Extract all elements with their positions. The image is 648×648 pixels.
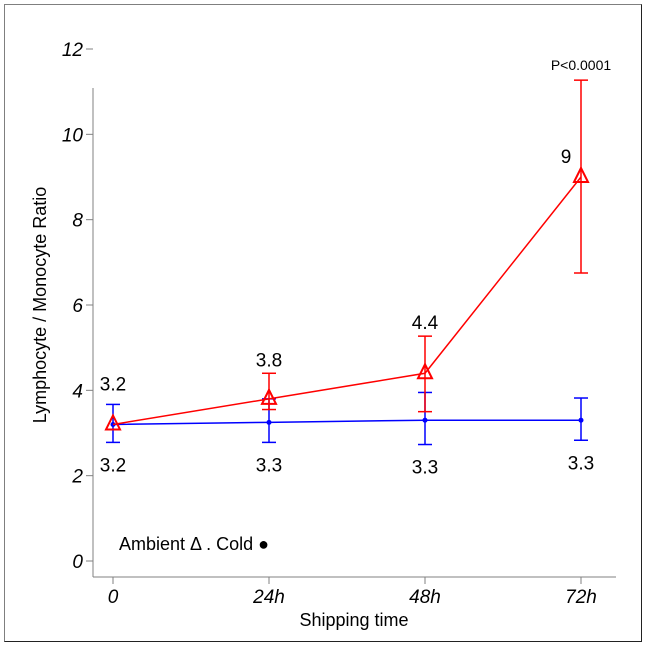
figure-frame: [4, 4, 642, 642]
series-line-cold: [112, 419, 581, 426]
y-axis-label: Lymphocyte / Monocyte Ratio: [30, 187, 50, 423]
y-tick-label: 8: [72, 211, 83, 232]
data-point-triangle: [260, 387, 278, 405]
data-point-dot: [422, 417, 428, 423]
series-layer: [104, 79, 590, 446]
y-tick-label: 12: [62, 40, 84, 61]
data-point-triangle: [572, 165, 590, 183]
x-tick-label: 0: [108, 587, 119, 608]
data-label: 3.3: [568, 453, 594, 474]
data-label: 3.8: [256, 350, 282, 371]
y-tick-label: 6: [72, 296, 83, 317]
data-point-dot: [266, 419, 272, 425]
x-tick-label: 48h: [409, 587, 441, 608]
x-tick-label: 72h: [565, 587, 597, 608]
data-label: 3.2: [100, 455, 126, 476]
data-label: 9: [561, 147, 572, 168]
y-tick-label: 2: [71, 467, 83, 488]
axes: 0 2 4 6 8 10 12 0 24h 48h 72h: [62, 40, 616, 608]
y-tick-label: 10: [62, 125, 84, 146]
data-label: 3.3: [412, 458, 438, 479]
labels-layer: 3.2 3.3 3.3 3.3 3.2 3.8 4.4 9 P<0.0001: [100, 57, 612, 478]
data-point-triangle: [104, 413, 122, 431]
p-value-annotation: P<0.0001: [551, 57, 612, 73]
legend: Ambient Δ . Cold ●: [119, 534, 269, 554]
y-tick-label: 0: [72, 552, 83, 573]
x-tick-label: 24h: [252, 587, 285, 608]
series-line-ambient: [112, 176, 582, 426]
data-label: 4.4: [412, 313, 439, 334]
data-point-triangle: [416, 362, 434, 380]
data-label: 3.3: [256, 455, 282, 476]
data-point-dot: [578, 417, 584, 423]
data-label: 3.2: [100, 374, 126, 395]
y-tick-label: 4: [72, 381, 83, 402]
x-axis-label: Shipping time: [299, 610, 408, 630]
